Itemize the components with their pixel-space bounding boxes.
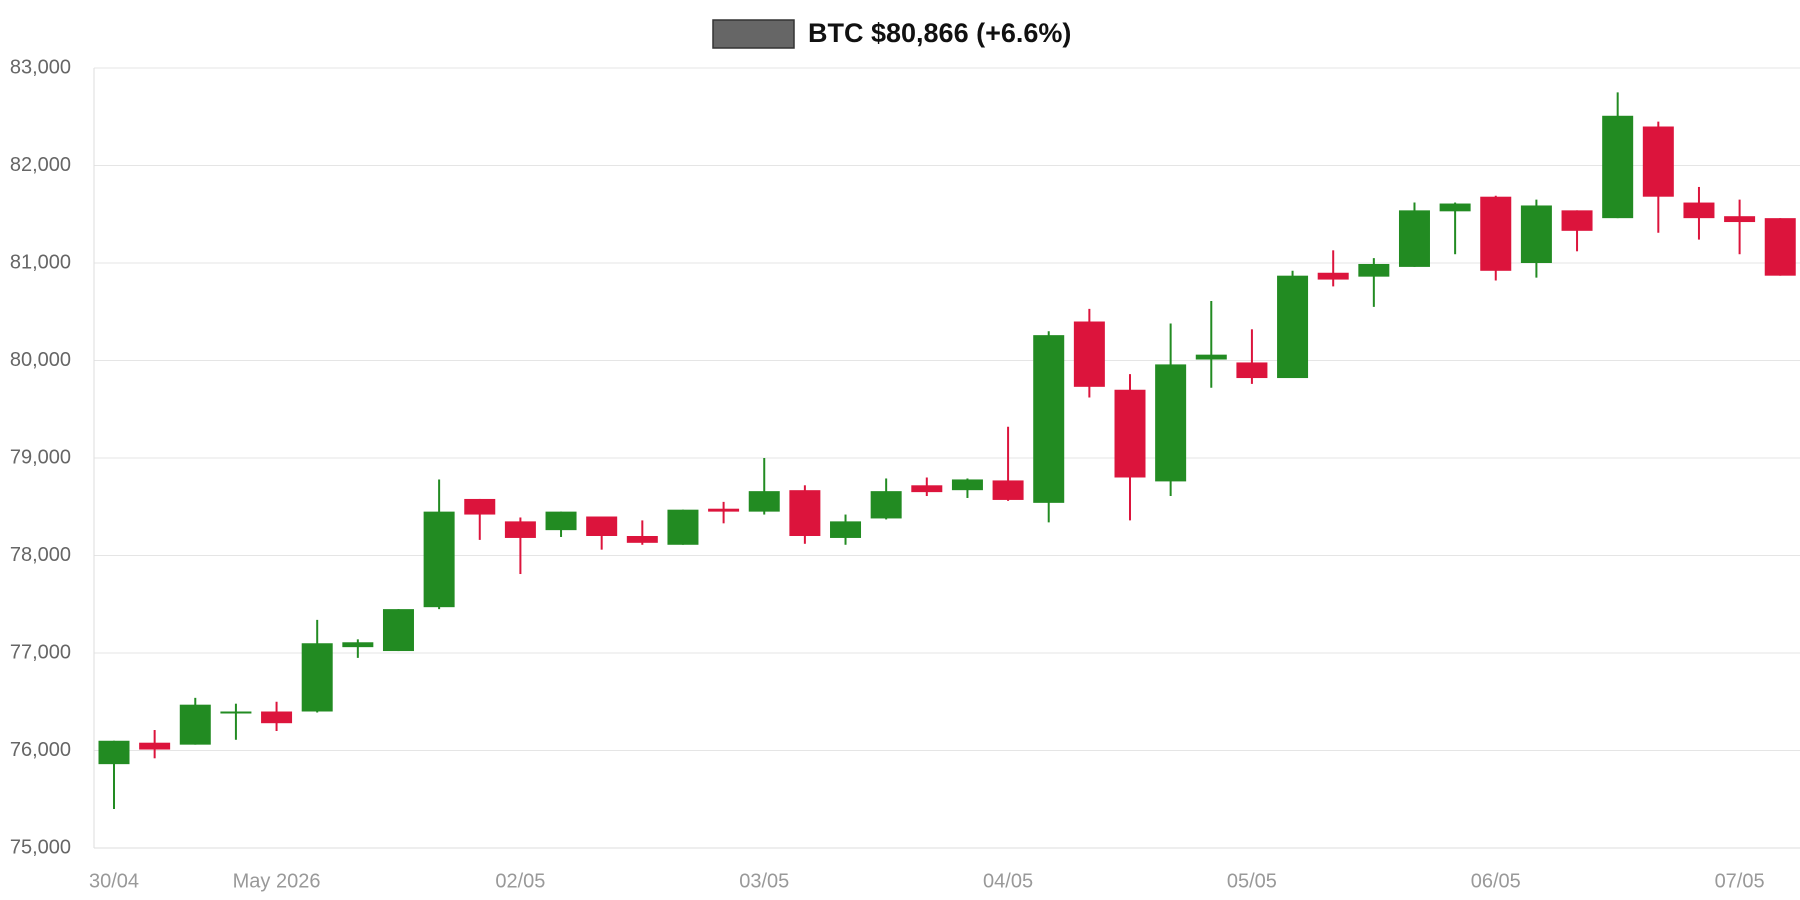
candle-body [748, 491, 780, 512]
candle-body [1277, 275, 1309, 379]
candle-body [1724, 216, 1756, 223]
candle-body [1358, 263, 1390, 277]
candle-body [1033, 335, 1065, 503]
candle-body [911, 485, 943, 493]
candle-body [301, 643, 333, 712]
y-tick-label: 77,000 [10, 641, 71, 663]
candle-body [1439, 203, 1471, 212]
y-tick-label: 80,000 [10, 349, 71, 371]
candle-body [626, 536, 658, 543]
candle-body [423, 511, 455, 608]
candle-body [1398, 210, 1430, 267]
candle-body [1236, 362, 1268, 379]
y-tick-label: 83,000 [10, 56, 71, 78]
x-tick-label: May 2026 [233, 870, 321, 892]
candle-body [870, 491, 902, 519]
y-tick-label: 81,000 [10, 251, 71, 273]
candle-body [1683, 202, 1715, 219]
candle-body [464, 498, 496, 515]
candle-body [261, 711, 293, 724]
candle-body [951, 479, 983, 491]
legend-swatch [712, 19, 795, 49]
candle-body [504, 521, 536, 538]
candle-body [139, 742, 171, 750]
candle-body [586, 516, 618, 536]
candle-body [382, 609, 414, 652]
candle-body [1155, 364, 1187, 482]
y-tick-label: 82,000 [10, 154, 71, 176]
candle-body [1764, 218, 1796, 276]
candle-body [1480, 196, 1512, 271]
candle-body [1561, 210, 1593, 231]
candle-body [1602, 115, 1634, 219]
x-tick-label: 02/05 [495, 870, 545, 892]
candle-body [342, 642, 374, 648]
x-tick-label: 05/05 [1227, 870, 1277, 892]
x-tick-label: 03/05 [739, 870, 789, 892]
candle-body [992, 480, 1024, 500]
x-tick-label: 06/05 [1471, 870, 1521, 892]
candle-body [1642, 126, 1674, 197]
candle-body [1073, 321, 1105, 387]
candle-body [667, 509, 699, 545]
candle-body [1114, 389, 1146, 478]
x-tick-label: 07/05 [1715, 870, 1765, 892]
candle-body [220, 711, 252, 714]
candle-body [1195, 354, 1227, 360]
candle-body [708, 508, 740, 512]
legend-label: BTC $80,866 (+6.6%) [808, 18, 1071, 48]
candle-body [789, 490, 821, 536]
x-tick-label: 30/04 [89, 870, 139, 892]
candle-body [830, 521, 862, 538]
y-tick-label: 76,000 [10, 739, 71, 761]
candle-body [545, 511, 577, 531]
candle-body [1317, 272, 1349, 280]
y-tick-label: 78,000 [10, 544, 71, 566]
y-tick-label: 79,000 [10, 446, 71, 468]
candle-body [98, 740, 130, 765]
candle-body [179, 704, 211, 745]
y-tick-label: 75,000 [10, 836, 71, 858]
x-tick-label: 04/05 [983, 870, 1033, 892]
candle-body [1520, 205, 1552, 263]
